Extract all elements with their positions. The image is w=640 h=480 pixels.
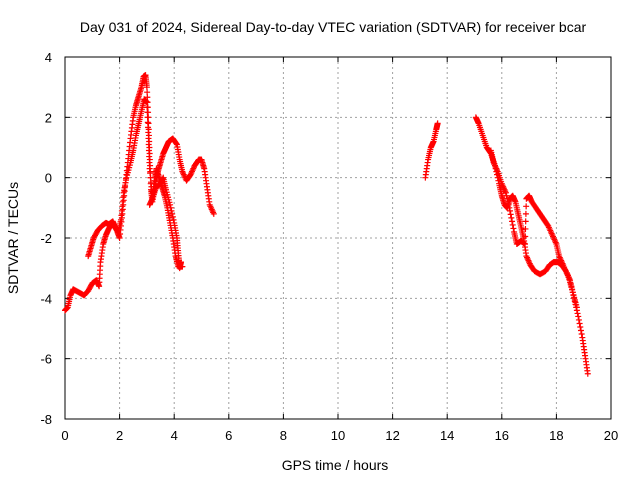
- data-point: [144, 109, 151, 116]
- x-tick-label: 10: [331, 428, 345, 443]
- data-point: [522, 225, 529, 232]
- data-point: [143, 84, 150, 91]
- data-point: [578, 331, 585, 338]
- y-tick-label: -4: [40, 291, 52, 306]
- y-tick-label: 4: [45, 50, 52, 65]
- data-point: [523, 203, 530, 210]
- data-point: [522, 233, 529, 240]
- data-point: [510, 225, 517, 232]
- data-point: [574, 310, 581, 317]
- data-point: [144, 114, 151, 121]
- data-point: [576, 320, 583, 327]
- data-point: [575, 316, 582, 323]
- x-tick-label: 12: [385, 428, 399, 443]
- data-point: [504, 198, 511, 205]
- y-tick-label: 2: [45, 110, 52, 125]
- data-point: [509, 221, 516, 228]
- y-tick-label: -6: [40, 352, 52, 367]
- data-point: [169, 210, 176, 217]
- data-point: [167, 204, 174, 211]
- x-tick-label: 6: [225, 428, 232, 443]
- data-point: [503, 192, 510, 199]
- data-point: [507, 211, 514, 218]
- data-point: [506, 204, 513, 211]
- x-tick-label: 4: [171, 428, 178, 443]
- data-point: [145, 147, 152, 154]
- x-axis-label: GPS time / hours: [282, 457, 389, 473]
- data-point: [173, 140, 180, 147]
- data-point: [509, 218, 516, 225]
- data-point: [502, 189, 509, 196]
- data-layer: [62, 72, 591, 377]
- data-series: [472, 114, 591, 377]
- data-point: [522, 241, 529, 248]
- data-point: [144, 104, 151, 111]
- data-point: [210, 210, 217, 217]
- y-axis-label: SDTVAR / TECUs: [5, 182, 21, 294]
- data-point: [505, 201, 512, 208]
- x-tick-label: 0: [61, 428, 68, 443]
- data-point: [144, 119, 151, 126]
- data-point: [575, 313, 582, 320]
- y-tick-label: 0: [45, 171, 52, 186]
- data-series: [422, 120, 441, 181]
- data-point: [145, 129, 152, 136]
- data-series: [487, 147, 580, 311]
- x-tick-label: 18: [549, 428, 563, 443]
- data-point: [577, 327, 584, 334]
- data-point: [168, 207, 175, 214]
- y-tick-label: -8: [40, 412, 52, 427]
- data-point: [584, 370, 591, 377]
- chart-title: Day 031 of 2024, Sidereal Day-to-day VTE…: [80, 19, 587, 35]
- data-point: [577, 323, 584, 330]
- data-point: [144, 89, 151, 96]
- data-point: [146, 159, 153, 166]
- data-point: [146, 153, 153, 160]
- data-point: [169, 213, 176, 220]
- data-point: [522, 218, 529, 225]
- data-series: [62, 72, 217, 314]
- data-point: [170, 216, 177, 223]
- x-tick-label: 14: [440, 428, 454, 443]
- x-tick-label: 16: [495, 428, 509, 443]
- data-point: [504, 195, 511, 202]
- data-point: [145, 141, 152, 148]
- data-point: [145, 124, 152, 131]
- data-point: [143, 99, 150, 106]
- data-point: [506, 207, 513, 214]
- data-series: [146, 174, 185, 272]
- x-tick-label: 8: [280, 428, 287, 443]
- data-point: [178, 259, 185, 266]
- data-point: [573, 304, 580, 311]
- x-tick-label: 2: [116, 428, 123, 443]
- data-point: [167, 201, 174, 208]
- tick-layer: 0 2 4 6 8 10 12 14 16 18 20 -8 -6 -4 -2 0 2 4: [40, 50, 618, 443]
- data-point: [434, 120, 441, 127]
- y-tick-label: -2: [40, 231, 52, 246]
- data-point: [508, 214, 515, 221]
- data-point: [522, 210, 529, 217]
- data-point: [145, 135, 152, 142]
- x-tick-label: 20: [604, 428, 618, 443]
